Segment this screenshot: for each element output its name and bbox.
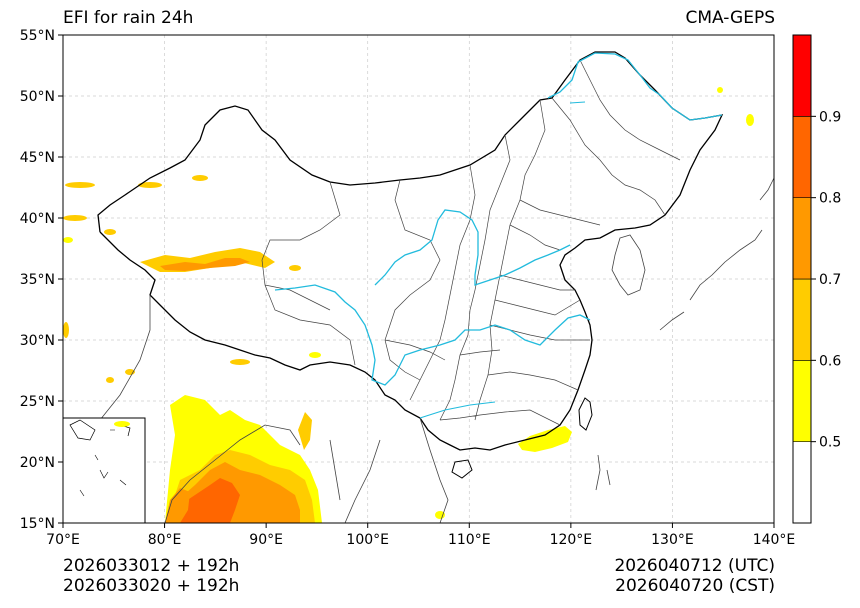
efi-shading (63, 87, 754, 523)
lon-tick-label: 100°E (346, 532, 389, 548)
hainan-outline (451, 459, 473, 479)
pearl-river (419, 401, 496, 419)
init-time-utc: 2026033012 + 192h (63, 556, 240, 576)
japan-coast (659, 177, 774, 331)
yellow-river (374, 209, 571, 286)
lon-tick-label: 120°E (550, 532, 593, 548)
lon-tick-label: 130°E (651, 532, 694, 548)
efi-blob (65, 182, 95, 188)
init-time-block: 2026033012 + 192h 2026033020 + 192h (63, 556, 239, 596)
lat-tick-label: 50°N (20, 89, 55, 105)
colorbar-tick-label: 0.8 (819, 191, 841, 207)
efi-blob (230, 359, 250, 365)
philippines-coast (595, 454, 611, 491)
korea-coast (611, 234, 646, 296)
efi-blob (309, 352, 321, 358)
valid-time-cst: 2026040720 (CST) (615, 576, 775, 596)
init-time-cst: 2026033020 + 192h (63, 576, 240, 596)
efi-blob (106, 377, 114, 383)
lon-tick-label: 80°E (148, 532, 182, 548)
colorbar-bin (792, 360, 812, 442)
lat-tick-label: 40°N (20, 211, 55, 227)
province-boundaries (261, 59, 681, 426)
map-frame (62, 34, 775, 524)
lat-tick-label: 15°N (20, 516, 55, 532)
colorbar-tick-label: 0.7 (819, 272, 841, 288)
efi-area-bay-red (170, 478, 240, 523)
colorbar-tick-label: 0.5 (819, 435, 841, 451)
efi-area-tibet (140, 248, 275, 272)
efi-blob (289, 265, 301, 271)
lon-tick-label: 70°E (46, 532, 80, 548)
efi-blob (63, 322, 69, 338)
valid-time-utc: 2026040712 (UTC) (614, 556, 775, 576)
efi-area-tibet-core (160, 258, 250, 271)
efi-blob (104, 229, 116, 235)
efi-blob (138, 182, 162, 188)
colorbar-bin (792, 34, 812, 117)
lat-tick-label: 30°N (20, 333, 55, 349)
colorbar-tick-label: 0.9 (819, 109, 841, 125)
map-title: EFI for rain 24h (63, 8, 194, 28)
colorbar-bin (792, 441, 812, 524)
efi-blob (746, 114, 754, 126)
india-coast (99, 295, 301, 523)
indochina-coast (329, 417, 449, 523)
taiwan-outline (578, 397, 593, 431)
south-china-sea-inset (62, 417, 146, 524)
songhua-river (569, 101, 586, 104)
colorbar-bin (792, 197, 812, 280)
efi-blob (717, 87, 723, 93)
colorbar-tick-label: 0.6 (819, 353, 841, 369)
lat-tick-label: 35°N (20, 272, 55, 288)
colorbar-bin (792, 116, 812, 198)
efi-blob (63, 215, 87, 221)
yangtze-river (274, 284, 591, 386)
lat-tick-label: 25°N (20, 394, 55, 410)
valid-time-block: 2026040712 (UTC) 2026040720 (CST) (614, 556, 775, 596)
efi-blob (63, 237, 73, 243)
china-border (97, 51, 724, 451)
map-lines (97, 51, 774, 523)
lat-tick-label: 55°N (20, 28, 55, 44)
graticule: 55°N 50°N 45°N 40°N 35°N 30°N 25°N 20°N 15°N70°E… (20, 28, 796, 548)
lat-tick-label: 20°N (20, 455, 55, 471)
efi-blob (192, 175, 208, 181)
colorbar-bin (792, 278, 812, 361)
model-name: CMA-GEPS (685, 8, 775, 28)
lon-tick-label: 110°E (448, 532, 491, 548)
efi-area-myanmar (298, 412, 312, 450)
colorbar: 0.5 0.6 0.7 0.8 0.9 (792, 34, 841, 524)
efi-area-bay-left (165, 488, 190, 523)
lat-tick-label: 45°N (20, 150, 55, 166)
amur-river (547, 52, 723, 121)
efi-area-taiwan-strait (518, 426, 572, 452)
lon-tick-label: 140°E (753, 532, 796, 548)
lon-tick-label: 90°E (249, 532, 283, 548)
